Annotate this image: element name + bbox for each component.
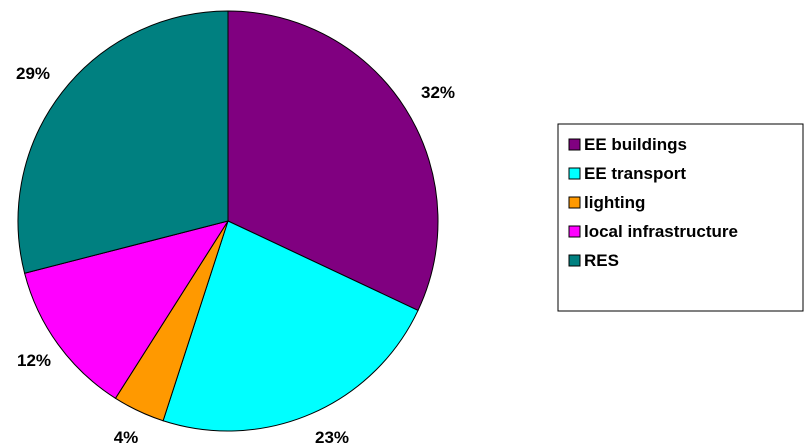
pie-slice-res <box>17 10 229 274</box>
legend-label-local-infrastructure: local infrastructure <box>584 222 738 241</box>
legend-swatch-ee-transport <box>568 167 581 180</box>
legend-swatch-local-infrastructure <box>568 225 581 238</box>
pie-slice-ee-transport <box>162 220 419 432</box>
pie-percent-labels: 32% 23% 4% 12% 29% <box>16 64 455 447</box>
pie-label-ee-transport: 23% <box>315 428 349 447</box>
legend-swatch-ee-buildings <box>568 138 581 151</box>
pie-label-lighting: 4% <box>114 428 139 447</box>
legend-swatch-res <box>568 254 581 267</box>
legend-items: EE buildings EE transport lighting local in… <box>568 135 738 270</box>
legend-label-res: RES <box>584 251 619 270</box>
pie-label-ee-buildings: 32% <box>421 83 455 102</box>
legend-label-lighting: lighting <box>584 193 645 212</box>
legend-frame <box>557 123 804 312</box>
pie-slice-ee-buildings <box>227 10 439 312</box>
pie-slice-local-infrastructure <box>23 220 230 400</box>
pie-slices <box>17 10 439 432</box>
pie-label-local-infrastructure: 12% <box>17 351 51 370</box>
legend-label-ee-transport: EE transport <box>584 164 686 183</box>
legend: EE buildings EE transport lighting local in… <box>557 123 804 312</box>
legend-label-ee-buildings: EE buildings <box>584 135 687 154</box>
legend-swatch-lighting <box>568 196 581 209</box>
pie-label-res: 29% <box>16 64 50 83</box>
